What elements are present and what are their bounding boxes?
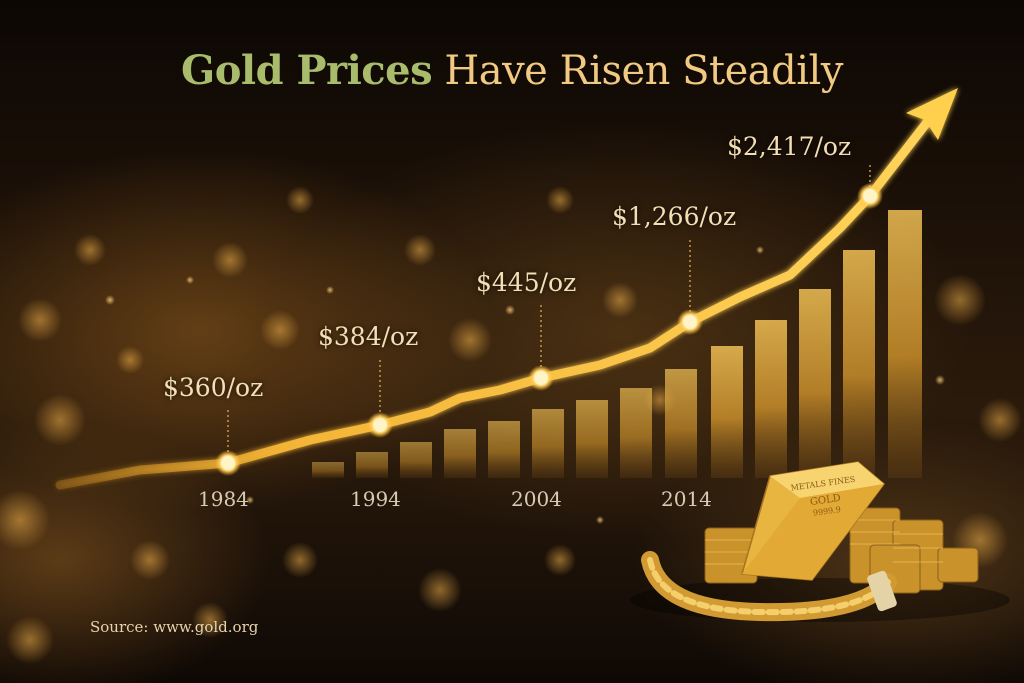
source-note: Source: www.gold.org: [90, 618, 259, 636]
year-label-1994: 1994: [350, 487, 401, 511]
price-label-1994: $384/oz: [318, 322, 419, 351]
price-label-2024: $2,417/oz: [727, 132, 852, 161]
title-rest: Have Risen Steadily: [432, 48, 843, 94]
year-label-2004: 2004: [511, 487, 562, 511]
year-label-2014: 2014: [661, 487, 712, 511]
decorative-bars: [312, 210, 922, 478]
price-label-2014: $1,266/oz: [612, 202, 737, 231]
title-highlight: Gold Prices: [181, 47, 433, 94]
year-label-1984: 1984: [198, 487, 249, 511]
data-points: [215, 183, 883, 476]
chart-title: Gold Prices Have Risen Steadily: [0, 46, 1024, 96]
price-label-1984: $360/oz: [163, 373, 264, 402]
price-label-2004: $445/oz: [476, 268, 577, 297]
gold-illustration: [630, 461, 1010, 622]
trend-arrow-head: [906, 88, 958, 140]
